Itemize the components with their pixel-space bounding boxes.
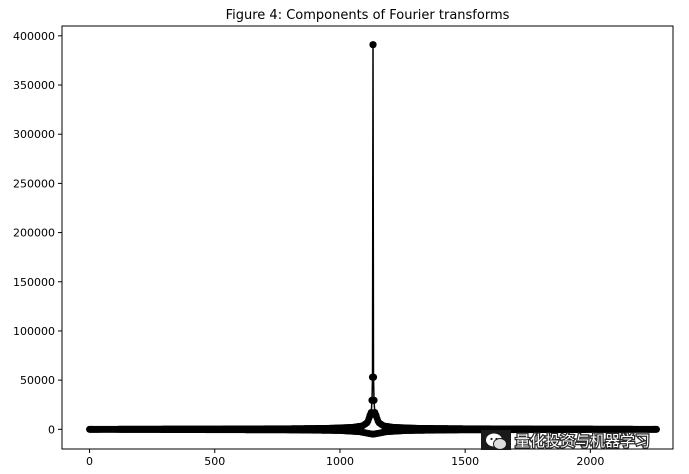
y-tick-label: 200000 — [13, 227, 55, 240]
y-axis: 0 50000 100000 150000 200000 250000 300000 3500… — [13, 30, 62, 436]
x-tick-label: 500 — [204, 455, 225, 468]
y-tick-label: 0 — [48, 423, 55, 436]
y-tick-label: 250000 — [13, 177, 55, 190]
data-point — [370, 396, 378, 404]
plot-frame — [61, 25, 674, 450]
y-tick-label: 300000 — [13, 128, 55, 141]
x-axis: 0 500 1000 1500 2000 — [86, 449, 604, 468]
data-point — [372, 411, 380, 420]
x-tick-label: 0 — [86, 455, 93, 468]
series-2 — [86, 425, 660, 438]
data-point — [653, 425, 660, 433]
y-tick-label: 150000 — [13, 276, 55, 289]
x-tick-label: 1000 — [326, 455, 354, 468]
data-point — [369, 373, 378, 381]
y-tick-label: 400000 — [13, 30, 55, 43]
peak-markers — [366, 41, 380, 420]
x-tick-label: 2000 — [576, 455, 604, 468]
plot-marks — [86, 41, 660, 438]
chart-title: Figure 4: Components of Fourier transfor… — [226, 8, 510, 23]
y-tick-label: 50000 — [20, 374, 55, 387]
series-line — [89, 44, 657, 431]
y-tick-label: 100000 — [13, 325, 55, 338]
watermark: 量化投资与机器学习 — [481, 430, 651, 451]
y-tick-label: 350000 — [13, 79, 55, 92]
x-tick-label: 1500 — [451, 455, 479, 468]
wechat-icon — [486, 433, 507, 450]
data-point — [369, 41, 377, 49]
watermark-text: 量化投资与机器学习 — [515, 432, 650, 450]
